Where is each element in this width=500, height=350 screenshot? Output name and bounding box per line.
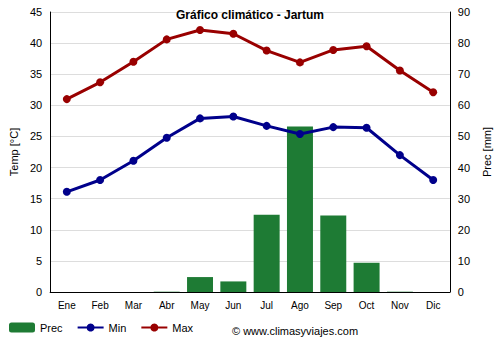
svg-text:Abr: Abr	[159, 300, 175, 311]
svg-text:Prec: Prec	[40, 322, 63, 334]
svg-text:80: 80	[458, 37, 470, 49]
svg-text:30: 30	[458, 193, 470, 205]
svg-text:40: 40	[458, 162, 470, 174]
svg-text:20: 20	[458, 224, 470, 236]
svg-text:Nov: Nov	[391, 300, 409, 311]
svg-text:35: 35	[30, 68, 42, 80]
svg-text:40: 40	[30, 37, 42, 49]
svg-text:Ene: Ene	[58, 300, 76, 311]
svg-text:70: 70	[458, 68, 470, 80]
svg-text:Jun: Jun	[225, 300, 241, 311]
svg-text:0: 0	[458, 286, 464, 298]
svg-text:45: 45	[30, 6, 42, 18]
svg-text:Dic: Dic	[426, 300, 440, 311]
svg-text:Max: Max	[172, 322, 193, 334]
svg-text:10: 10	[30, 224, 42, 236]
svg-text:10: 10	[458, 255, 470, 267]
svg-text:Sep: Sep	[324, 300, 342, 311]
svg-text:Oct: Oct	[359, 300, 375, 311]
svg-text:Feb: Feb	[91, 300, 109, 311]
svg-text:May: May	[191, 300, 210, 311]
svg-text:60: 60	[458, 99, 470, 111]
svg-text:Temp [°C]: Temp [°C]	[8, 128, 20, 176]
svg-text:50: 50	[458, 130, 470, 142]
svg-text:20: 20	[30, 162, 42, 174]
svg-text:Min: Min	[109, 322, 127, 334]
svg-text:© www.climasyviajes.com: © www.climasyviajes.com	[232, 325, 358, 337]
svg-text:Ago: Ago	[291, 300, 309, 311]
svg-text:15: 15	[30, 193, 42, 205]
svg-text:30: 30	[30, 99, 42, 111]
svg-text:5: 5	[36, 255, 42, 267]
svg-text:Mar: Mar	[125, 300, 143, 311]
svg-text:Prec [mm]: Prec [mm]	[481, 127, 493, 177]
svg-text:Jul: Jul	[260, 300, 273, 311]
svg-text:Gráfico climático - Jartum: Gráfico climático - Jartum	[176, 8, 324, 22]
svg-text:25: 25	[30, 130, 42, 142]
svg-text:0: 0	[36, 286, 42, 298]
svg-text:90: 90	[458, 6, 470, 18]
